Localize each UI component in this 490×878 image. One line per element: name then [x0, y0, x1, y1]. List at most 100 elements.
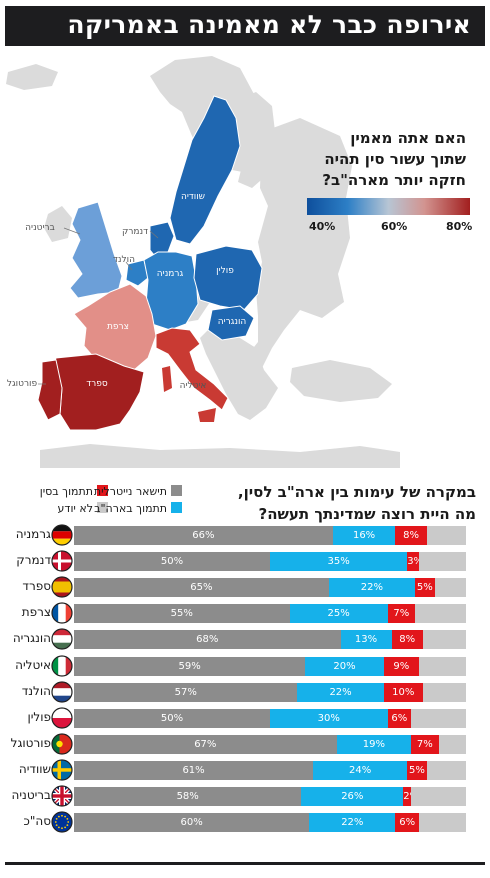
britain-flag-icon: [51, 785, 73, 807]
data-label: 7%: [393, 608, 410, 620]
poland-flag-icon: [51, 707, 73, 729]
segment-us: 20%: [305, 656, 384, 676]
header-banner: אירופה כבר לא מאמינה באמריקה: [5, 6, 485, 46]
legend-neutral-label: תישאר נייטרלית: [93, 485, 167, 498]
country-portugal: [37, 359, 63, 421]
europe-map-svg: שוודיה גרמניה פולין הונגריה צרפת ספרד דנ…: [6, 56, 400, 468]
category-label: צרפת: [21, 605, 51, 620]
data-label: 66%: [192, 530, 215, 541]
data-label: 8%: [403, 530, 420, 541]
segment-neutral: 60%: [74, 813, 310, 833]
land-ireland: [44, 206, 72, 242]
bar-row: דנמרק 50% 35% 3%: [0, 546, 490, 572]
legend-china-label: תתמוך בסין: [39, 485, 93, 498]
data-label: 67%: [194, 738, 217, 750]
segment-us: 16%: [332, 526, 396, 545]
segment-china: 10%: [383, 682, 423, 702]
legend-us-label: תתמוך בארה"ב: [94, 502, 167, 515]
country-italy-sicily: [198, 408, 216, 422]
label-portugal: פורטוגל: [7, 379, 38, 389]
data-label: 24%: [349, 764, 372, 776]
country-italy-sardinia: [162, 366, 172, 392]
data-label: 55%: [170, 608, 193, 620]
bar-row: ספרד 65% 22% 5%: [0, 572, 490, 598]
data-label: 22%: [360, 582, 384, 594]
bar-track-unknown: 66% 16% 8%: [74, 526, 466, 545]
bar-row: שוודיה 61% 24% 5%: [0, 755, 490, 781]
legend-china-swatch: [97, 485, 108, 496]
data-label: 3%: [407, 556, 419, 568]
segment-neutral: 66%: [74, 526, 333, 545]
bar-row: איטליה 59% 20% 9%: [0, 651, 490, 677]
land-turkey: [290, 360, 392, 402]
legend-us: תתמוך בארה"ב: [94, 502, 182, 515]
data-label: 65%: [190, 582, 213, 594]
segment-china: 8%: [395, 526, 427, 545]
data-label: 50%: [160, 556, 184, 568]
data-label: 10%: [392, 686, 415, 698]
map-question-line: חזקה יותר מארה"ב?: [322, 171, 466, 189]
netherlands-flag-icon: [51, 680, 73, 703]
label-sweden: שוודיה: [181, 192, 205, 202]
label-poland: פולין: [216, 266, 234, 276]
germany-flag-icon: [51, 524, 73, 546]
segment-china: 3%: [407, 552, 419, 572]
segment-us: 19%: [336, 734, 412, 754]
bar-row: פולין 50% 30% 6%: [0, 703, 490, 729]
map-question-line: האם אתה מאמין: [350, 129, 466, 147]
segment-china: 5%: [407, 760, 427, 780]
segment-china: 5%: [415, 578, 435, 598]
land-north: [150, 56, 262, 173]
label-germany: גרמניה: [157, 269, 184, 279]
segment-neutral: 58%: [74, 787, 302, 806]
hungary-flag-icon: [51, 628, 73, 650]
bar-row: הולנד 57% 22% 10%: [0, 677, 490, 703]
country-italy: [155, 327, 229, 411]
data-label: 22%: [341, 817, 364, 829]
bar-track-unknown: 59% 20% 9%: [74, 656, 466, 676]
bar-row: בריטניה 58% 26% 2%: [0, 781, 490, 807]
data-label: 50%: [160, 712, 184, 724]
segment-us: 24%: [313, 760, 408, 780]
survey-question-line: במקרה של עימות בין ארה"ב לסין,: [237, 483, 476, 501]
bar-track-unknown: 58% 26% 2%: [74, 787, 466, 806]
segment-us: 22%: [328, 578, 416, 598]
leader-britain: [63, 227, 81, 235]
portugal-flag-icon: [51, 733, 73, 755]
segment-us: 22%: [309, 813, 396, 833]
survey-question-line: מה היית רוצה שמדינתך תעשה?: [258, 505, 477, 523]
italy-flag-icon: [51, 654, 73, 677]
data-label: 2%: [403, 791, 411, 802]
label-spain: ספרד: [86, 379, 108, 389]
bar-track-unknown: 50% 30% 6%: [74, 708, 466, 728]
segment-us: 26%: [301, 787, 404, 806]
legend-neutral: תישאר נייטרלית: [94, 485, 182, 498]
bar-track-unknown: 61% 24% 5%: [74, 760, 466, 780]
bar-row: פורטוגל 67% 19% 7%: [0, 729, 490, 755]
denmark-flag-icon: [51, 550, 73, 572]
data-label: 25%: [327, 608, 350, 620]
survey-question: במקרה של עימות בין ארה"ב לסין, מה היית ר…: [186, 481, 476, 525]
legend-us-swatch: [171, 502, 182, 513]
country-france: [73, 283, 157, 371]
country-sweden: [169, 95, 241, 245]
segment-neutral: 61%: [74, 760, 314, 780]
data-label: 19%: [362, 738, 385, 750]
scale-label-high: 80%: [446, 220, 473, 233]
leader-denmark: [149, 230, 159, 239]
data-label: 9%: [393, 660, 410, 672]
segment-china: 8%: [391, 630, 423, 650]
legend-unknown-label: לא יודע: [57, 502, 93, 515]
label-denmark: דנמרק: [122, 227, 148, 237]
segment-china: 6%: [387, 708, 412, 728]
legend-unknown-swatch: [97, 502, 108, 513]
category-label: איטליה: [15, 657, 51, 672]
data-label: 58%: [176, 791, 199, 802]
land-iceland: [6, 64, 58, 90]
category-label: שוודיה: [18, 761, 51, 776]
spain-flag-icon: [51, 576, 73, 598]
segment-china: 9%: [383, 656, 419, 676]
label-france: צרפת: [107, 322, 129, 332]
land-east: [242, 118, 352, 378]
map-question: האם אתה מאמין שתוך עשור סין תהיה חזקה יו…: [286, 128, 466, 191]
